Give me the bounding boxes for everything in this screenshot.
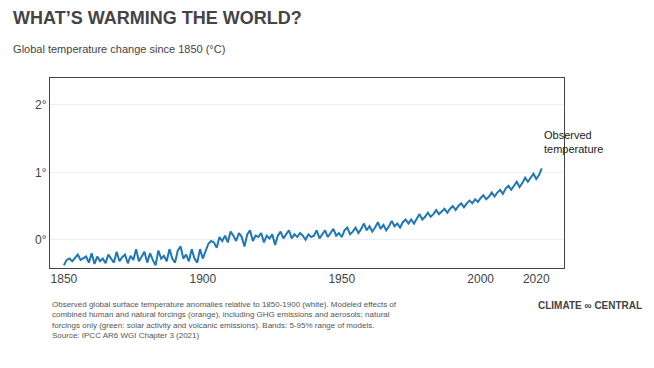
svg-text:1900: 1900 bbox=[189, 272, 216, 286]
svg-text:WHAT’S WARMING THE WORLD?: WHAT’S WARMING THE WORLD? bbox=[13, 8, 302, 28]
svg-text:1°: 1° bbox=[35, 166, 47, 180]
svg-text:2020: 2020 bbox=[523, 272, 550, 286]
svg-text:Global temperature change sinc: Global temperature change since 1850 (°C… bbox=[13, 43, 225, 55]
svg-text:0°: 0° bbox=[35, 233, 47, 247]
svg-text:2°: 2° bbox=[35, 98, 47, 112]
svg-text:2000: 2000 bbox=[467, 272, 494, 286]
svg-text:1850: 1850 bbox=[51, 272, 78, 286]
svg-text:CLIMATE ∞ CENTRAL: CLIMATE ∞ CENTRAL bbox=[538, 300, 642, 311]
svg-text:Observedtemperature: Observedtemperature bbox=[544, 129, 603, 155]
svg-text:Observed global surface temper: Observed global surface temperature anom… bbox=[52, 300, 397, 340]
svg-text:1950: 1950 bbox=[328, 272, 355, 286]
